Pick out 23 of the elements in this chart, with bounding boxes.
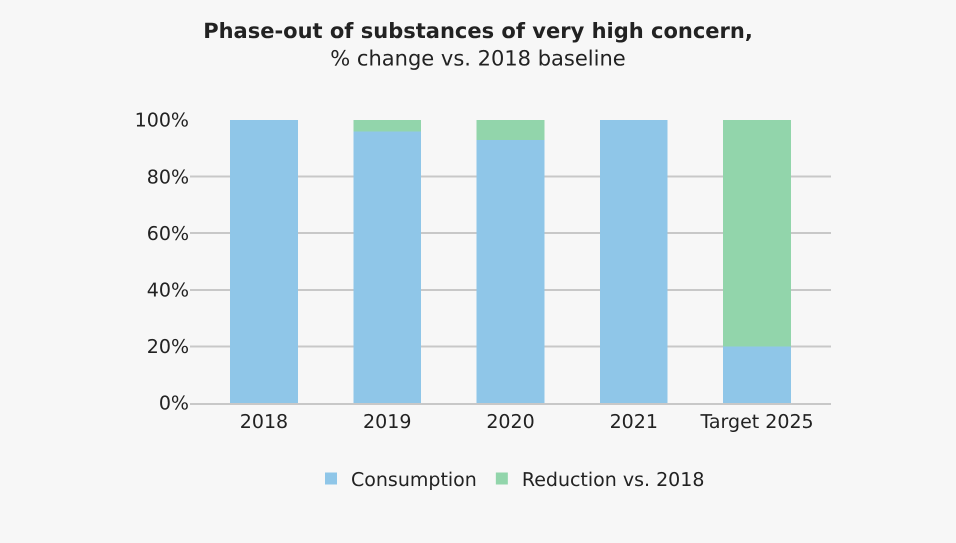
y-tick-label: 0%	[158, 392, 189, 415]
chart-title: Phase-out of substances of very high concern,	[203, 19, 753, 44]
bar	[723, 120, 791, 346]
y-tick-label: 60%	[146, 222, 189, 245]
x-tick-label: Target 2025	[699, 410, 814, 433]
bar	[353, 131, 422, 403]
y-tick-label: 20%	[146, 336, 189, 358]
bar	[476, 120, 544, 140]
bar	[600, 120, 668, 403]
bar	[230, 120, 298, 403]
x-tick-label: 2021	[610, 410, 658, 433]
y-tick-label: 80%	[146, 166, 189, 188]
x-tick-label: 2018	[240, 410, 288, 433]
y-tick-label: 100%	[134, 110, 189, 132]
legend-label: Reduction vs. 2018	[522, 468, 704, 491]
y-tick-label: 40%	[146, 279, 189, 302]
x-tick-label: 2020	[486, 410, 535, 433]
legend-label: Consumption	[351, 468, 477, 491]
bar	[476, 140, 544, 403]
bar	[723, 346, 791, 403]
x-tick-label: 2019	[363, 410, 412, 433]
chart-subtitle: % change vs. 2018 baseline	[330, 46, 626, 70]
bar	[353, 120, 422, 132]
